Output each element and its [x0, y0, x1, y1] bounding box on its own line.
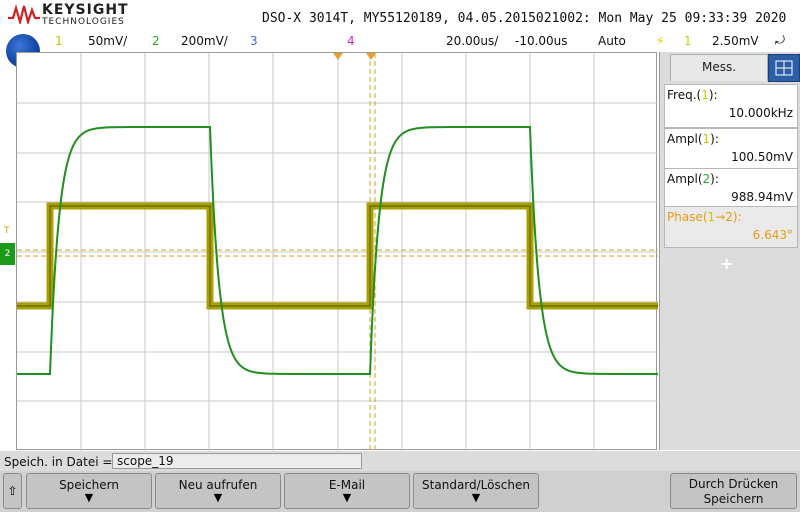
trigger-level-marker-icon: T	[4, 226, 10, 236]
save-file-label: Speich. in Datei =	[4, 455, 113, 469]
ch1-scale[interactable]: 50mV/	[88, 34, 128, 48]
header	[0, 0, 800, 32]
channel-bar: 1 50mV/ 2 200mV/ 3 4 20.00us/ -10.00us A…	[0, 32, 800, 52]
ch2-number[interactable]: 2	[152, 34, 160, 48]
timebase[interactable]: 20.00us/	[446, 34, 499, 48]
down-arrow-icon: ▼	[471, 491, 481, 504]
save-softkey[interactable]: Speichern ▼	[26, 473, 152, 509]
ch2-scale[interactable]: 200mV/	[181, 34, 228, 48]
down-arrow-icon: ▼	[342, 491, 352, 504]
measurement-value: 988.94mV	[731, 190, 793, 204]
default-erase-softkey[interactable]: Standard/Löschen ▼	[413, 473, 539, 509]
trigger-position-marker	[333, 53, 343, 60]
measurement-amplitude-ch2[interactable]: Ampl(2): 988.94mV	[664, 168, 798, 212]
add-measurement-button[interactable]: +	[720, 254, 734, 273]
waveform-display[interactable]	[16, 52, 658, 451]
email-softkey[interactable]: E-Mail ▼	[284, 473, 410, 509]
trigger-edge-icon: ⚡	[656, 34, 665, 48]
down-arrow-icon: ▼	[213, 491, 223, 504]
tab-grid-icon[interactable]	[768, 54, 800, 82]
filename-field[interactable]: scope_19	[112, 453, 362, 469]
keysight-logo-icon	[8, 4, 40, 24]
ch1-number[interactable]: 1	[55, 34, 63, 48]
ch3-number[interactable]: 3	[250, 34, 258, 48]
tab-measurements[interactable]: Mess.	[670, 54, 768, 81]
up-arrow-button[interactable]: ⇧	[3, 473, 22, 509]
rotate-icon[interactable]: ⤾	[775, 33, 785, 47]
brand-name: KEYSIGHT	[42, 2, 129, 18]
measurement-value: 6.643°	[752, 228, 793, 242]
scope-info: DSO-X 3014T, MY55120189, 04.05.201502100…	[262, 11, 787, 26]
trigger-mode[interactable]: Auto	[598, 34, 626, 48]
measurement-value: 100.50mV	[731, 150, 793, 164]
recall-softkey[interactable]: Neu aufrufen ▼	[155, 473, 281, 509]
down-arrow-icon: ▼	[84, 491, 94, 504]
trigger-level[interactable]: 2.50mV	[712, 34, 759, 48]
ch2-ground-marker[interactable]: 2	[0, 243, 15, 265]
measurement-value: 10.000kHz	[728, 106, 793, 120]
ch4-number[interactable]: 4	[347, 34, 355, 48]
ch2-trace	[17, 126, 658, 375]
trigger-channel: 1	[684, 34, 692, 48]
measurement-amplitude-ch1[interactable]: Ampl(1): 100.50mV	[664, 128, 798, 170]
press-to-save-softkey[interactable]: Durch Drücken Speichern	[670, 473, 797, 509]
delay-position-marker	[366, 53, 376, 60]
brand-subtitle: TECHNOLOGIES	[42, 17, 125, 27]
delay[interactable]: -10.00us	[515, 34, 568, 48]
measurement-frequency[interactable]: Freq.(1): 10.000kHz	[664, 84, 798, 128]
measurement-phase[interactable]: Phase(1→2): 6.643°	[664, 206, 798, 248]
ch1-trace-noise	[17, 205, 658, 307]
waveform-svg	[17, 53, 658, 451]
